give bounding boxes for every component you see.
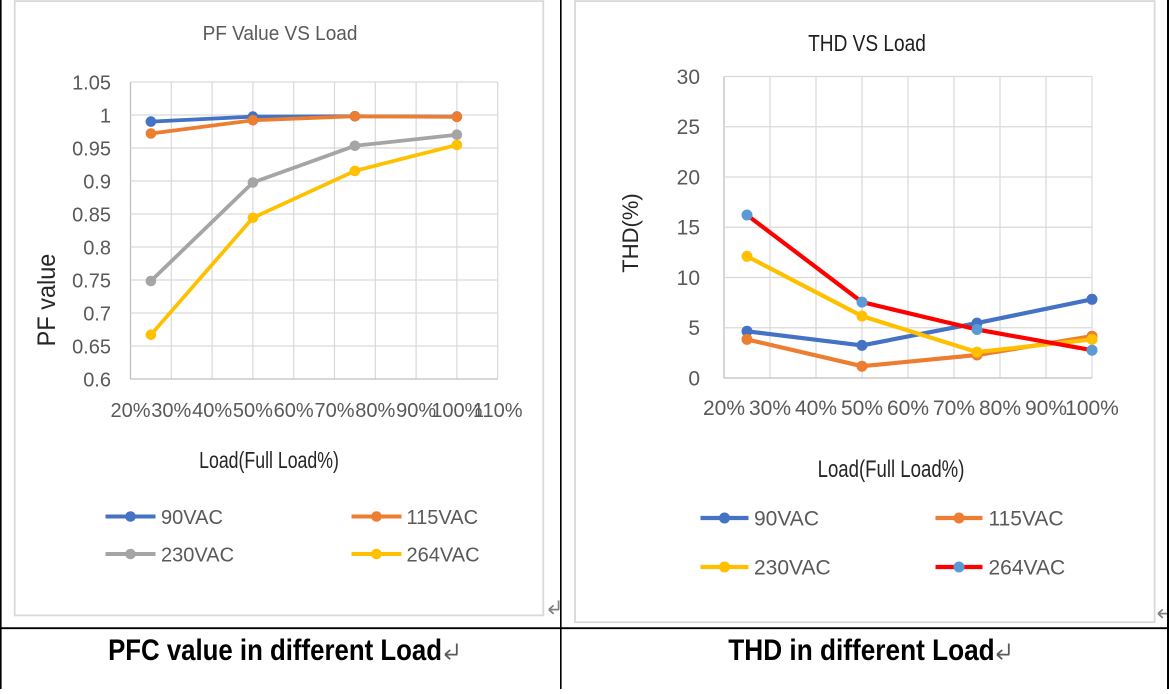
- svg-text:30%: 30%: [151, 400, 191, 422]
- svg-text:Load(Full Load%): Load(Full Load%): [818, 456, 965, 483]
- svg-text:0.75: 0.75: [72, 270, 111, 292]
- svg-text:0.9: 0.9: [83, 171, 111, 193]
- svg-text:50%: 50%: [841, 397, 883, 420]
- svg-text:264VAC: 264VAC: [989, 557, 1066, 580]
- svg-text:230VAC: 230VAC: [754, 557, 831, 580]
- svg-text:15: 15: [677, 217, 700, 240]
- svg-text:264VAC: 264VAC: [407, 544, 480, 566]
- svg-text:100%: 100%: [1065, 397, 1119, 420]
- svg-text:70%: 70%: [933, 397, 975, 420]
- svg-text:90%: 90%: [1025, 397, 1067, 420]
- svg-text:1.05: 1.05: [72, 72, 111, 94]
- svg-text:60%: 60%: [274, 400, 314, 422]
- svg-text:PF Value VS Load: PF Value VS Load: [203, 23, 358, 46]
- svg-text:80%: 80%: [355, 400, 395, 422]
- svg-text:30%: 30%: [749, 397, 791, 420]
- svg-text:40%: 40%: [795, 397, 837, 420]
- svg-text:90VAC: 90VAC: [754, 508, 819, 531]
- svg-text:10: 10: [677, 267, 700, 290]
- svg-text:115VAC: 115VAC: [989, 508, 1064, 531]
- svg-text:PF value: PF value: [33, 254, 61, 347]
- svg-text:0.85: 0.85: [72, 204, 111, 226]
- svg-text:0.95: 0.95: [72, 138, 111, 160]
- svg-text:THD in different Load: THD in different Load: [728, 632, 994, 666]
- svg-text:80%: 80%: [979, 397, 1021, 420]
- svg-text:90VAC: 90VAC: [161, 507, 223, 529]
- svg-text:60%: 60%: [887, 397, 929, 420]
- svg-text:100%: 100%: [431, 400, 482, 422]
- svg-text:110%: 110%: [473, 400, 523, 422]
- svg-text:20%: 20%: [110, 400, 150, 422]
- svg-text:230VAC: 230VAC: [161, 544, 234, 566]
- svg-text:PFC value in different Load: PFC value in different Load: [108, 633, 442, 666]
- svg-text:0.65: 0.65: [72, 336, 111, 358]
- svg-text:25: 25: [677, 116, 700, 139]
- svg-text:30: 30: [677, 66, 700, 89]
- svg-text:Load(Full Load%): Load(Full Load%): [199, 448, 339, 474]
- svg-text:115VAC: 115VAC: [407, 507, 479, 529]
- svg-text:THD(%): THD(%): [618, 193, 643, 272]
- svg-text:0.8: 0.8: [83, 237, 111, 259]
- svg-text:50%: 50%: [233, 400, 273, 422]
- svg-text:20: 20: [677, 166, 700, 189]
- svg-text:1: 1: [100, 105, 111, 127]
- svg-text:0: 0: [688, 367, 700, 390]
- svg-text:0.7: 0.7: [83, 303, 111, 325]
- svg-text:THD VS Load: THD VS Load: [808, 31, 926, 56]
- svg-text:0.6: 0.6: [83, 369, 111, 391]
- svg-text:70%: 70%: [314, 400, 354, 422]
- svg-text:5: 5: [688, 317, 700, 340]
- svg-text:40%: 40%: [192, 400, 232, 422]
- svg-text:90%: 90%: [396, 400, 436, 422]
- svg-text:20%: 20%: [703, 397, 745, 420]
